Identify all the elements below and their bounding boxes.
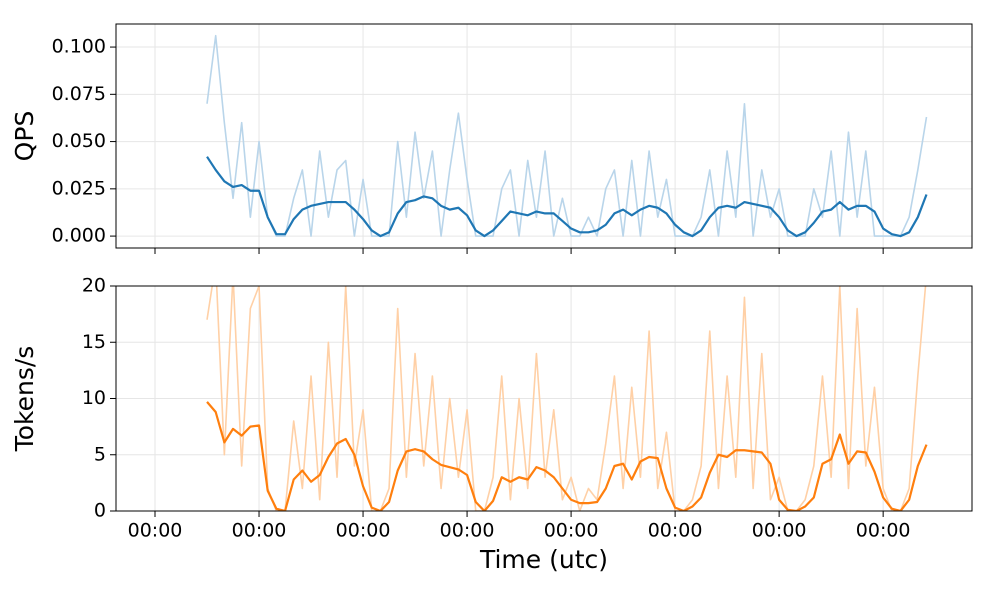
series-line (206, 34, 928, 237)
y-tick-label: 5 (94, 443, 106, 465)
y-tick-label: 0.000 (52, 225, 106, 247)
plot-area (206, 34, 928, 238)
axes-frame (115, 285, 973, 512)
series-line (206, 286, 927, 511)
x-tick-label: 00:00 (544, 520, 599, 542)
y-tick-label: 0.050 (52, 130, 106, 152)
plot-area (206, 286, 928, 511)
y-tick-label: 20 (82, 275, 106, 297)
y-tick-label: 0 (94, 500, 106, 522)
axes-frame (115, 23, 973, 249)
series-line (206, 401, 928, 511)
series-line (206, 156, 928, 238)
x-tick-label: 00:00 (856, 520, 911, 542)
x-tick-label: 00:00 (336, 520, 391, 542)
x-tick-label: 00:00 (648, 520, 703, 542)
x-tick-label: 00:00 (752, 520, 807, 542)
y-tick-label: 10 (82, 387, 106, 409)
y-axis-label: QPS (10, 111, 39, 162)
y-tick-label: 15 (82, 331, 106, 353)
panel: 0 5 10 15 20 00:00 00:00 00:00 00:00 00:00 00:00 00… (10, 275, 973, 574)
panel: 0.000 0.025 0.050 0.075 0.100 QPS (10, 23, 973, 254)
y-tick-label: 0.025 (52, 177, 106, 199)
y-tick-label: 0.100 (52, 36, 106, 58)
y-tick-label: 0.075 (52, 83, 106, 105)
x-tick-label: 00:00 (440, 520, 495, 542)
x-axis-label: Time (utc) (479, 545, 608, 574)
x-tick-label: 00:00 (232, 520, 287, 542)
y-axis-label: Tokens/s (10, 346, 39, 453)
x-tick-label: 00:00 (128, 520, 183, 542)
